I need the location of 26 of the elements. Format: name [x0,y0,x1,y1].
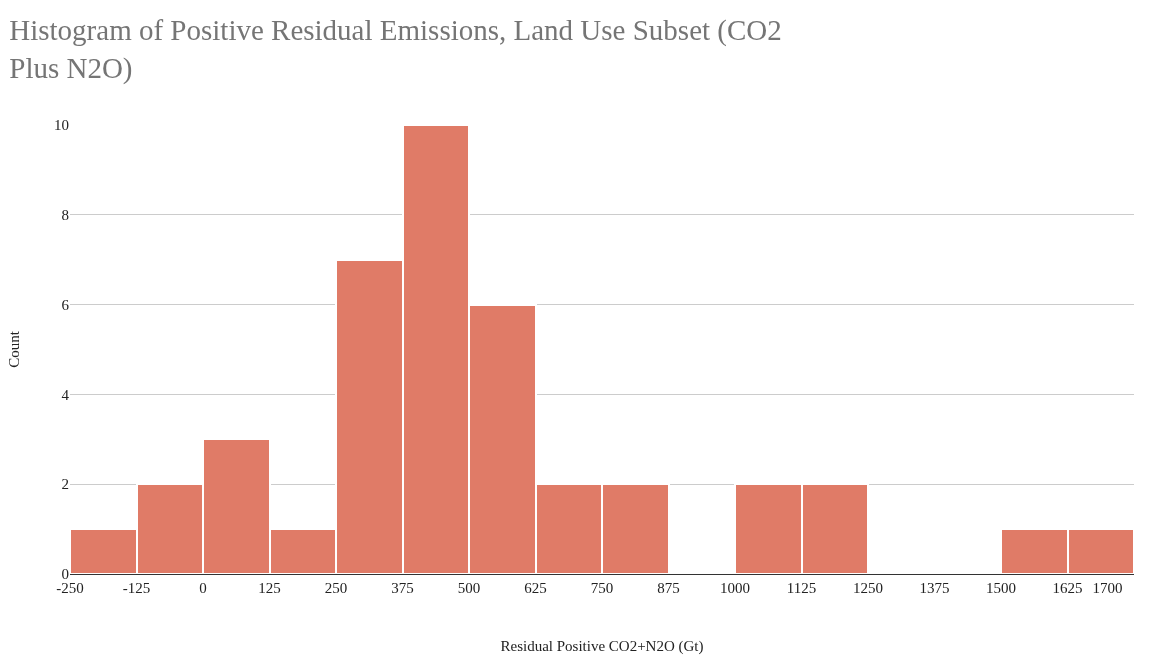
y-tick-label: 6 [61,296,70,313]
x-tick-label: 875 [657,580,680,596]
x-tick-label: 1125 [786,580,817,596]
x-tick-label: 625 [524,580,547,596]
y-tick-label: 8 [61,207,69,224]
y-axis-title: Count [6,330,23,368]
y-tick-label: 2 [61,476,69,493]
x-tick-label: 1375 [919,580,950,596]
x-tick-label: 1625 [1052,580,1083,596]
y-tick-label: 4 [61,386,70,403]
x-axis-title: Residual Positive CO2+N2O (Gt) [500,638,704,655]
x-tick-label: 500 [457,580,481,596]
x-tick-label: 1700 [1092,580,1123,596]
x-tick-label: -125 [122,580,151,596]
x-tick-label: 0 [199,580,207,596]
x-tick-label: -250 [56,580,84,596]
y-tick-label: 0 [61,566,69,583]
x-tick-label: 1500 [986,580,1016,596]
x-tick-label: 375 [391,580,414,596]
x-tick-label: 250 [324,580,348,596]
y-tick-label: 10 [54,117,69,134]
x-tick-label: 125 [258,580,281,596]
x-tick-label: 1250 [853,580,883,596]
x-tick-label: 750 [590,580,614,596]
chart-title: Histogram of Positive Residual Emissions, Land Use Subset (CO2 Plus N2O) [9,14,782,85]
x-tick-label: 1000 [720,580,750,596]
